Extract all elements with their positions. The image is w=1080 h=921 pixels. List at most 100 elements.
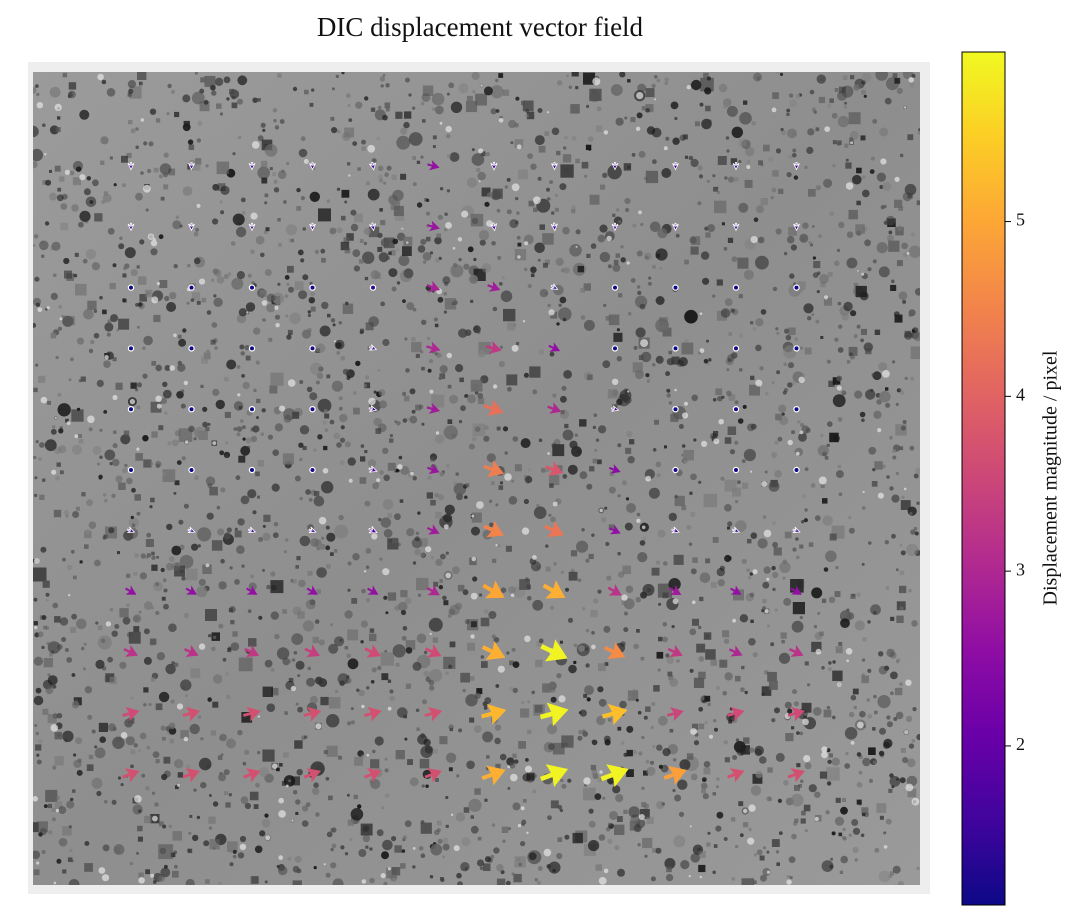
speckle bbox=[860, 328, 867, 335]
speckle bbox=[73, 697, 82, 706]
speckle bbox=[646, 126, 656, 135]
speckle bbox=[689, 668, 694, 673]
speckle bbox=[856, 592, 861, 597]
speckle bbox=[434, 236, 442, 245]
speckle bbox=[692, 557, 698, 563]
speckle bbox=[476, 859, 485, 867]
speckle bbox=[577, 265, 584, 273]
speckle bbox=[286, 334, 292, 340]
speckle bbox=[814, 632, 823, 640]
speckle bbox=[174, 480, 180, 486]
speckle bbox=[589, 194, 600, 205]
speckle bbox=[772, 521, 776, 525]
speckle bbox=[213, 297, 223, 307]
speckle bbox=[524, 635, 531, 643]
speckle bbox=[688, 155, 694, 161]
speckle bbox=[771, 451, 778, 459]
speckle bbox=[288, 286, 294, 293]
speckle bbox=[205, 609, 217, 621]
speckle bbox=[607, 777, 615, 785]
speckle bbox=[556, 322, 560, 326]
speckle bbox=[140, 118, 144, 122]
speckle bbox=[744, 690, 748, 695]
speckle bbox=[249, 791, 259, 801]
speckle bbox=[350, 808, 364, 821]
speckle bbox=[131, 487, 136, 493]
speckle bbox=[636, 250, 643, 257]
speckle bbox=[713, 186, 718, 192]
speckle bbox=[94, 747, 106, 759]
speckle bbox=[449, 604, 461, 616]
speckle bbox=[623, 809, 628, 814]
vector-arrow bbox=[732, 162, 740, 171]
speckle bbox=[693, 677, 705, 688]
speckle bbox=[159, 280, 168, 288]
speckle bbox=[913, 473, 919, 479]
speckle bbox=[312, 448, 317, 452]
speckle bbox=[913, 331, 920, 342]
speckle bbox=[57, 326, 62, 331]
speckle bbox=[508, 496, 518, 505]
speckle bbox=[231, 102, 238, 109]
speckle bbox=[58, 428, 64, 434]
speckle bbox=[853, 334, 858, 339]
speckle bbox=[665, 371, 671, 377]
speckle bbox=[354, 213, 363, 223]
speckle bbox=[692, 600, 696, 605]
speckle bbox=[196, 300, 201, 305]
speckle bbox=[896, 87, 903, 94]
speckle bbox=[739, 333, 743, 338]
speckle bbox=[432, 748, 438, 754]
speckle bbox=[43, 625, 47, 630]
speckle bbox=[636, 112, 643, 119]
speckle bbox=[663, 561, 668, 566]
speckle bbox=[104, 355, 109, 360]
speckle bbox=[606, 235, 612, 242]
speckle bbox=[445, 795, 449, 800]
speckle bbox=[824, 126, 831, 132]
speckle bbox=[828, 661, 832, 665]
speckle bbox=[211, 646, 216, 652]
speckle bbox=[626, 503, 636, 513]
speckle bbox=[197, 527, 212, 542]
speckle bbox=[552, 501, 558, 507]
speckle bbox=[803, 804, 811, 812]
speckle bbox=[47, 803, 53, 809]
speckle bbox=[911, 620, 918, 627]
vector-arrow bbox=[663, 766, 687, 785]
speckle bbox=[843, 105, 848, 109]
speckle bbox=[443, 600, 449, 606]
speckle bbox=[909, 511, 913, 516]
speckle bbox=[512, 436, 519, 442]
speckle bbox=[862, 189, 870, 198]
speckle bbox=[896, 658, 901, 663]
speckle bbox=[439, 736, 448, 745]
speckle bbox=[56, 858, 62, 864]
speckle bbox=[814, 791, 821, 798]
speckle bbox=[388, 268, 398, 278]
speckle bbox=[677, 779, 688, 790]
speckle bbox=[480, 84, 483, 87]
speckle bbox=[690, 158, 699, 168]
speckle bbox=[440, 877, 444, 881]
speckle bbox=[484, 798, 488, 802]
speckle bbox=[135, 453, 143, 461]
speckle bbox=[158, 234, 164, 240]
speckle bbox=[276, 864, 280, 869]
speckle bbox=[422, 119, 426, 123]
speckle bbox=[416, 577, 429, 591]
speckle bbox=[583, 283, 591, 291]
speckle bbox=[344, 610, 353, 619]
speckle bbox=[455, 812, 465, 822]
speckle bbox=[809, 89, 815, 95]
speckle bbox=[142, 346, 146, 350]
speckle bbox=[889, 773, 894, 778]
speckle bbox=[278, 797, 285, 804]
speckle bbox=[203, 352, 211, 360]
vector-arrow bbox=[183, 644, 199, 657]
speckle bbox=[324, 413, 330, 419]
speckle bbox=[521, 100, 526, 106]
speckle bbox=[139, 732, 147, 740]
speckle bbox=[748, 827, 752, 832]
speckle bbox=[717, 156, 727, 165]
